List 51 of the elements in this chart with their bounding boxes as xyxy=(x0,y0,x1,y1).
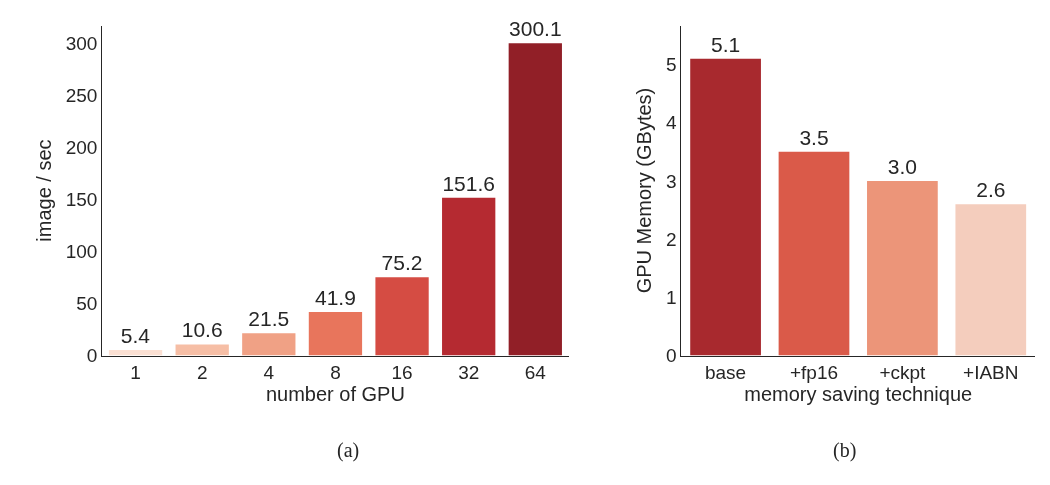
text: (a) xyxy=(337,439,360,462)
y-axis-title: GPU Memory (GBytes) xyxy=(633,87,656,294)
bar xyxy=(242,333,296,356)
data-label: 5.1 xyxy=(710,32,741,56)
x-axis-title: memory saving technique xyxy=(744,383,973,406)
y-tick-label: 5 xyxy=(665,54,677,76)
y-tick-label: 4 xyxy=(665,112,677,134)
x-tick-label: +ckpt xyxy=(879,362,927,384)
data-label: 75.2 xyxy=(381,251,423,275)
bar xyxy=(778,151,850,356)
x-tick-label: +fp16 xyxy=(789,362,839,384)
y-tick-label: 0 xyxy=(86,345,98,367)
y-tick-label: 3 xyxy=(665,170,677,192)
bar xyxy=(955,204,1027,356)
bar xyxy=(508,43,562,356)
bar xyxy=(175,344,229,356)
data-label: 3.5 xyxy=(799,125,829,149)
x-tick-label: 16 xyxy=(391,362,413,384)
x-tick-label: 4 xyxy=(263,362,275,384)
bar xyxy=(690,58,761,356)
bar xyxy=(375,277,429,356)
y-tick-label: 2 xyxy=(665,228,677,250)
data-label: 41.9 xyxy=(315,285,356,309)
x-tick-label: 1 xyxy=(130,362,141,384)
x-tick-label: 32 xyxy=(458,362,480,384)
x-tick-label: 8 xyxy=(330,362,341,384)
y-axis-title: image / sec xyxy=(33,139,56,242)
y-tick-label: 100 xyxy=(65,241,98,263)
x-axis-title: number of GPU xyxy=(265,383,405,406)
text: (b) xyxy=(833,439,857,462)
data-label: 5.4 xyxy=(120,323,151,347)
y-tick-label: 200 xyxy=(65,136,98,158)
data-label: 21.5 xyxy=(248,307,290,331)
data-label: 2.6 xyxy=(976,178,1006,202)
x-tick-label: 64 xyxy=(524,362,547,384)
y-tick-label: 1 xyxy=(665,286,677,308)
y-tick-label: 50 xyxy=(76,293,98,315)
x-tick-label: +IABN xyxy=(963,362,1019,384)
y-tick-label: 0 xyxy=(665,345,677,367)
y-tick-label: 300 xyxy=(65,32,98,54)
data-label: 3.0 xyxy=(887,154,917,178)
y-tick-label: 150 xyxy=(65,189,98,211)
x-tick-label: 2 xyxy=(196,362,208,384)
data-label: 300.1 xyxy=(509,17,562,41)
y-tick-label: 250 xyxy=(65,84,98,106)
bar xyxy=(867,180,938,356)
bar xyxy=(442,197,496,356)
data-label: 151.6 xyxy=(442,171,495,195)
data-label: 10.6 xyxy=(181,318,223,342)
x-tick-label: base xyxy=(704,362,747,384)
bar xyxy=(308,311,363,356)
